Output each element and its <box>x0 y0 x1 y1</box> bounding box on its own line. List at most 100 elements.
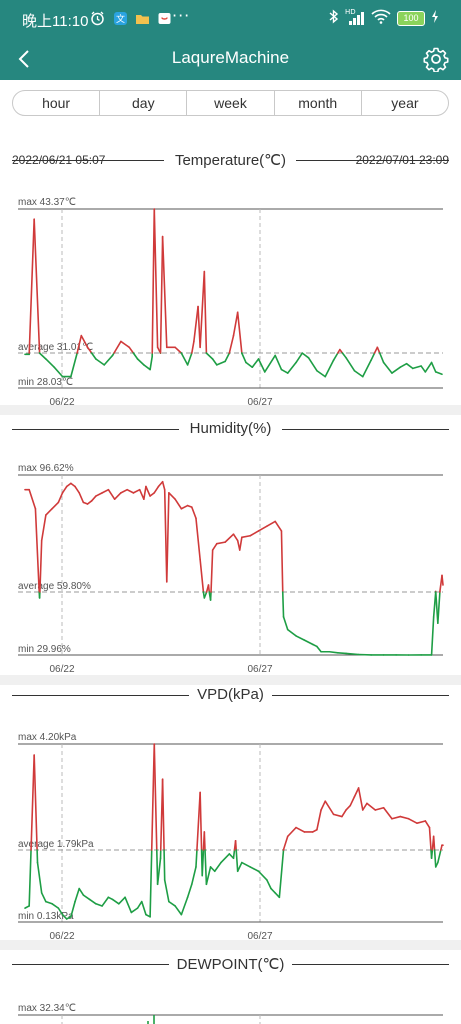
series-segment <box>307 357 318 372</box>
max-label: max 96.62% <box>18 463 74 474</box>
series-segment <box>345 357 356 372</box>
series-segment <box>45 900 53 905</box>
series-segment <box>153 485 160 494</box>
divider-line <box>12 429 179 430</box>
series-segment <box>149 355 153 371</box>
series-segment <box>405 362 414 370</box>
series-segment <box>39 539 43 593</box>
series-segment <box>186 883 193 899</box>
series-segment <box>249 530 260 537</box>
bluetooth-icon <box>328 9 339 27</box>
series-segment <box>204 849 208 886</box>
section-gap <box>0 675 461 685</box>
series-segment <box>163 879 170 903</box>
min-label: min 0.13kPa <box>18 911 74 922</box>
series-segment <box>382 361 393 374</box>
series-segment <box>153 208 159 349</box>
series-segment <box>163 849 166 881</box>
charging-icon <box>431 9 439 27</box>
series-segment <box>28 218 35 354</box>
temperature-section: Temperature(℃) 2022/06/21 05:07 2022/07/… <box>0 140 461 405</box>
series-segment <box>28 488 37 510</box>
tab-month[interactable]: month <box>275 91 362 115</box>
temperature-title: Temperature(℃) <box>0 151 461 169</box>
series-segment <box>430 361 437 373</box>
series-segment <box>437 591 441 625</box>
series-segment <box>101 896 110 907</box>
series-segment <box>140 900 147 916</box>
status-time: 晚上11:10 <box>22 13 89 30</box>
series-segment <box>357 787 364 811</box>
vpd-header: VPD(kPa) <box>0 685 461 705</box>
series-segment <box>278 849 285 899</box>
series-segment <box>149 849 153 918</box>
tab-year[interactable]: year <box>391 95 419 111</box>
series-segment <box>95 902 103 907</box>
series-segment <box>153 743 158 851</box>
series-segment <box>45 358 55 369</box>
series-segment <box>95 492 103 497</box>
series-segment <box>295 826 306 833</box>
series-segment <box>174 498 183 510</box>
series-segment <box>320 800 327 811</box>
series-segment <box>201 849 205 877</box>
series-segment <box>193 305 199 343</box>
humidity-title: Humidity(%) <box>0 420 461 437</box>
series-segment <box>433 849 437 868</box>
series-segment <box>236 311 243 354</box>
tab-day[interactable]: day <box>100 91 188 115</box>
series-segment <box>53 366 64 378</box>
series-segment <box>366 802 377 811</box>
series-segment <box>280 530 284 593</box>
series-segment <box>251 358 260 369</box>
min-label: min 29.96% <box>18 644 71 655</box>
series-segment <box>382 806 393 820</box>
status-bar: 晚上11:10 文 ··· HD 100 <box>0 0 461 40</box>
series-segment <box>274 354 283 371</box>
series-segment <box>138 488 145 501</box>
folder-icon <box>135 11 150 26</box>
series-segment <box>281 591 285 618</box>
series-segment <box>88 898 97 905</box>
more-notifications-icon: ··· <box>172 6 191 25</box>
series-segment <box>232 311 239 337</box>
series-segment <box>90 352 97 360</box>
series-segment <box>420 365 427 373</box>
series-segment <box>203 270 208 354</box>
series-segment <box>78 492 85 504</box>
series-segment <box>132 352 139 360</box>
series-segment <box>328 650 339 654</box>
series-segment <box>282 616 289 631</box>
series-segment <box>120 488 128 494</box>
series-segment <box>391 815 402 820</box>
range-end: 2022/07/01 23:09 <box>355 153 449 167</box>
shop-icon <box>157 11 172 26</box>
series-segment <box>257 358 266 373</box>
series-segment <box>232 849 236 860</box>
series-segment <box>434 371 443 376</box>
series-segment <box>111 898 120 905</box>
x-tick-label: 06/27 <box>247 397 272 405</box>
series-segment <box>33 218 41 354</box>
section-gap <box>0 940 461 950</box>
series-segment <box>95 358 106 366</box>
series-segment <box>161 480 166 491</box>
series-segment <box>186 352 193 366</box>
tab-hour[interactable]: hour <box>13 91 101 115</box>
series-segment <box>349 795 356 807</box>
temperature-header: Temperature(℃) 2022/06/21 05:07 2022/07/… <box>0 150 461 170</box>
series-segment <box>316 809 322 831</box>
settings-button[interactable] <box>423 46 449 73</box>
series-segment <box>65 482 72 488</box>
series-segment <box>174 905 183 916</box>
series-segment <box>40 514 47 542</box>
divider-line <box>12 964 172 965</box>
tab-week[interactable]: week <box>187 91 275 115</box>
series-segment <box>40 892 47 903</box>
series-segment <box>51 501 60 510</box>
series-segment <box>211 358 218 366</box>
back-button[interactable] <box>12 46 38 72</box>
series-segment <box>34 507 40 593</box>
divider-line <box>282 429 449 430</box>
